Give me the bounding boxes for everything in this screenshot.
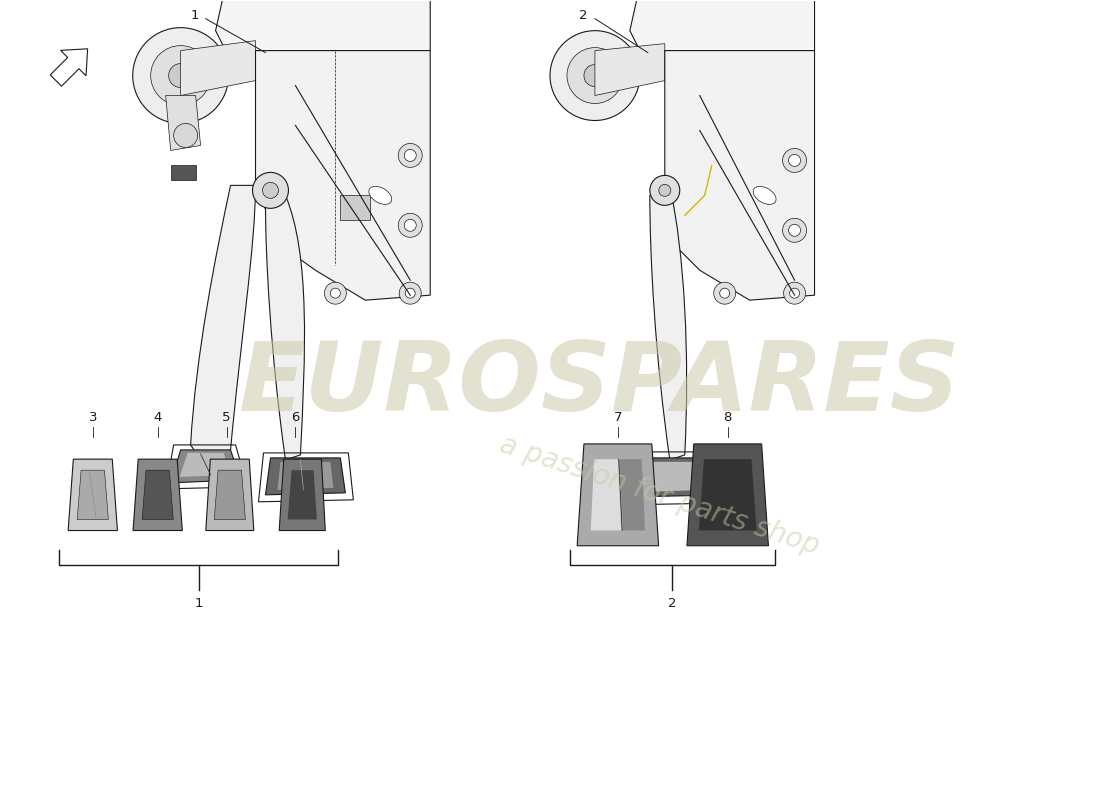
Polygon shape (206, 459, 254, 530)
Polygon shape (631, 458, 732, 497)
Polygon shape (700, 130, 725, 166)
Polygon shape (279, 459, 326, 530)
Polygon shape (179, 453, 232, 477)
Polygon shape (664, 50, 814, 300)
Polygon shape (277, 462, 333, 490)
Circle shape (719, 288, 729, 298)
Circle shape (405, 288, 415, 298)
Polygon shape (698, 459, 757, 530)
Polygon shape (595, 44, 664, 95)
Polygon shape (51, 49, 88, 86)
Polygon shape (644, 462, 695, 492)
Ellipse shape (368, 186, 392, 204)
Polygon shape (340, 195, 371, 220)
Polygon shape (133, 459, 183, 530)
Circle shape (405, 219, 416, 231)
Circle shape (782, 149, 806, 172)
PathPatch shape (650, 186, 686, 460)
Polygon shape (265, 458, 345, 495)
Circle shape (151, 46, 210, 106)
Polygon shape (619, 459, 645, 530)
Circle shape (330, 288, 340, 298)
Polygon shape (255, 50, 430, 300)
Polygon shape (166, 95, 200, 150)
Circle shape (789, 154, 801, 166)
Circle shape (783, 282, 805, 304)
Polygon shape (77, 470, 109, 519)
Polygon shape (578, 444, 659, 546)
Text: EUROSPARES: EUROSPARES (239, 338, 960, 430)
Text: 5: 5 (222, 411, 231, 424)
Circle shape (650, 175, 680, 206)
Polygon shape (214, 470, 245, 519)
Circle shape (324, 282, 346, 304)
Polygon shape (288, 470, 317, 519)
Text: 7: 7 (614, 411, 623, 424)
Circle shape (263, 182, 278, 198)
Polygon shape (180, 41, 255, 95)
Circle shape (168, 63, 192, 87)
Circle shape (405, 150, 416, 162)
Circle shape (550, 30, 640, 121)
Polygon shape (142, 470, 174, 519)
Text: 8: 8 (724, 411, 732, 424)
PathPatch shape (190, 186, 255, 460)
Text: 2: 2 (580, 9, 587, 22)
Text: 6: 6 (292, 411, 299, 424)
Polygon shape (591, 459, 622, 530)
Circle shape (584, 65, 606, 86)
Circle shape (782, 218, 806, 242)
Circle shape (398, 143, 422, 167)
Polygon shape (644, 462, 719, 492)
Circle shape (253, 172, 288, 208)
Text: 1: 1 (195, 597, 202, 610)
PathPatch shape (265, 195, 305, 460)
Ellipse shape (754, 186, 777, 204)
Circle shape (133, 28, 229, 123)
Circle shape (790, 288, 800, 298)
Text: 3: 3 (88, 411, 97, 424)
Circle shape (398, 214, 422, 238)
Text: 1: 1 (190, 9, 199, 22)
Text: a passion for parts shop: a passion for parts shop (496, 430, 823, 561)
Circle shape (714, 282, 736, 304)
Polygon shape (216, 0, 430, 50)
Polygon shape (170, 450, 241, 483)
Text: 4: 4 (154, 411, 162, 424)
Polygon shape (688, 444, 769, 546)
Circle shape (399, 282, 421, 304)
Circle shape (659, 184, 671, 196)
Polygon shape (68, 459, 118, 530)
Text: 2: 2 (668, 597, 676, 610)
Circle shape (566, 48, 623, 103)
Circle shape (174, 123, 198, 147)
Circle shape (789, 224, 801, 236)
Polygon shape (630, 0, 814, 50)
Polygon shape (170, 166, 196, 180)
